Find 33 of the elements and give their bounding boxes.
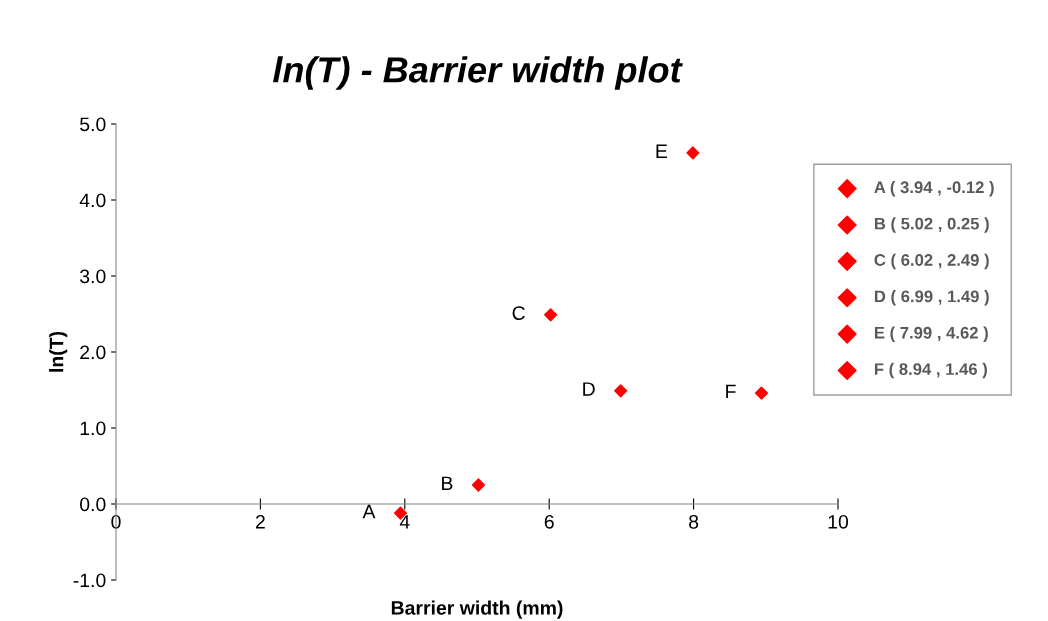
y-tick-label: 1.0 <box>80 421 106 436</box>
annotation: E <box>656 144 668 158</box>
y-tick-label: 2.0 <box>80 345 106 360</box>
legend-label: B ( 5.02 , 0.25 ) <box>874 217 989 233</box>
legend-label: E ( 7.99 , 4.62 ) <box>874 326 988 342</box>
y-axis-title: ln(T) <box>49 331 68 372</box>
x-axis-title: Barrier width (mm) <box>391 600 563 619</box>
legend-label: F ( 8.94 , 1.46 ) <box>874 362 987 379</box>
point <box>614 384 628 398</box>
y-tick-label: 3.0 <box>79 269 106 284</box>
x-tick-label: 4 <box>399 515 410 529</box>
x-tick-label: 8 <box>689 514 699 529</box>
point <box>754 386 769 400</box>
legend-label: A ( 3.94 , -0.12 ) <box>874 180 994 197</box>
annotation: F <box>726 384 736 399</box>
y-tick-label: 4.0 <box>79 193 106 208</box>
chart-title: ln(T) - Barrier width plot <box>273 56 683 90</box>
point <box>686 146 700 160</box>
annotation: D <box>583 382 595 396</box>
y-tick-label: 5.0 <box>80 117 106 132</box>
x-tick-label: 6 <box>544 514 554 529</box>
point <box>544 308 558 322</box>
annotation: A <box>362 504 376 519</box>
x-tick-label: 0 <box>111 514 121 529</box>
legend-label: C ( 6.02 , 2.49 ) <box>874 253 989 270</box>
annotation: C <box>512 306 525 320</box>
annotation: B <box>442 476 453 491</box>
y-tick-label: 0.0 <box>80 497 106 512</box>
x-tick-label: 10 <box>828 514 849 529</box>
y-tick-label: -1.0 <box>73 573 106 588</box>
x-tick-label: 2 <box>255 514 265 529</box>
legend-label: D ( 6.99 , 1.49 ) <box>874 290 989 306</box>
point <box>471 478 486 492</box>
